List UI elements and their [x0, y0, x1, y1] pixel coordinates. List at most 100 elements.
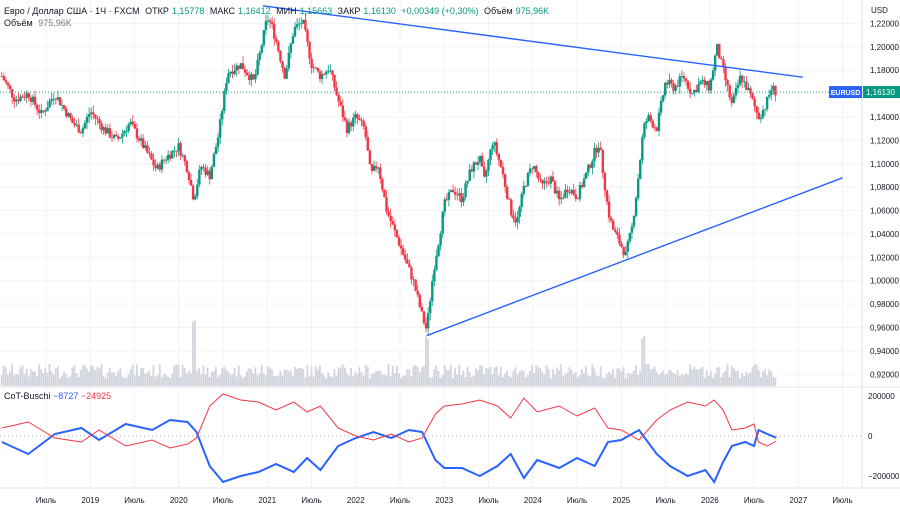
candle-body	[655, 127, 659, 131]
candle-body	[668, 79, 671, 85]
volume-bar	[479, 365, 481, 386]
volume-bar	[233, 367, 236, 386]
volume-bar	[481, 366, 483, 386]
candle-body	[162, 159, 166, 161]
candle-body	[125, 130, 128, 132]
candle-body	[676, 85, 679, 87]
volume-bar	[707, 375, 710, 386]
volume-bar	[346, 373, 348, 386]
volume-bar	[183, 368, 186, 386]
volume-bar	[381, 374, 384, 386]
candle-body	[551, 176, 555, 182]
candle-body	[243, 69, 247, 73]
cot-tick-label: 0	[868, 432, 873, 441]
volume-bar	[86, 368, 88, 386]
time-tick-label: Июль	[478, 496, 498, 505]
trendline-layer[interactable]	[262, 5, 843, 337]
candle-body	[545, 181, 548, 183]
candle-body	[320, 73, 324, 80]
candle-body	[173, 150, 176, 152]
candle-body	[104, 127, 107, 134]
candle-body	[489, 149, 492, 161]
volume-bar	[129, 369, 132, 386]
volume-legend-value: 975,96K	[38, 18, 72, 28]
volume-bar	[296, 368, 298, 386]
candle-body	[568, 192, 571, 194]
volume-bar	[443, 365, 446, 386]
candle-body	[505, 186, 509, 199]
candle-body	[730, 97, 733, 103]
candle-body	[212, 154, 216, 167]
candle-body	[110, 137, 114, 139]
volume-bar	[181, 364, 184, 386]
candle-body	[614, 229, 617, 232]
candle-body	[528, 168, 532, 173]
candle-body	[466, 180, 469, 184]
volume-bar	[583, 373, 585, 386]
volume-bar	[768, 369, 771, 386]
volume-bar	[156, 374, 159, 386]
candle-body	[27, 93, 31, 98]
volume-bar	[117, 370, 120, 386]
volume-bar	[56, 366, 59, 386]
volume-bar	[316, 369, 319, 386]
volume-bar	[695, 369, 698, 386]
volume-bar	[703, 377, 706, 386]
candle-body	[562, 197, 565, 199]
volume-bar	[254, 367, 257, 386]
candle-body	[709, 79, 713, 91]
candle-body	[349, 122, 353, 127]
volume-bar	[420, 367, 423, 386]
candle-body	[193, 196, 197, 200]
price-tick-label: 1,04000	[870, 230, 899, 239]
candle-body	[189, 180, 193, 186]
candle-body	[19, 96, 22, 102]
candle-body	[757, 112, 761, 119]
candle-body	[302, 19, 305, 24]
candle-body	[445, 199, 449, 201]
candle-body	[131, 121, 134, 124]
candle-body	[339, 101, 342, 106]
candle-body	[144, 145, 147, 148]
candle-body	[4, 80, 8, 83]
candle-body	[670, 79, 673, 84]
volume-bar	[25, 368, 28, 386]
candle-body	[453, 191, 457, 195]
volume-bar	[312, 376, 315, 386]
volume-bar	[125, 377, 128, 386]
candle-body	[343, 117, 347, 121]
volume-bar	[630, 373, 633, 386]
volume-bar	[256, 375, 259, 386]
volume-bar	[356, 373, 359, 386]
volume-bar	[612, 368, 615, 386]
trendline	[426, 177, 843, 337]
price-tick-label: 1,00000	[870, 277, 899, 286]
candle-body	[693, 89, 696, 93]
volume-bar	[221, 368, 224, 386]
candle-body	[306, 30, 309, 42]
volume-bar	[477, 370, 479, 386]
candle-body	[112, 134, 116, 138]
volume-bar	[9, 371, 11, 386]
candle-body	[724, 67, 727, 81]
candle-body	[470, 169, 473, 172]
candle-body	[684, 78, 688, 82]
volume-bar	[506, 370, 508, 386]
candle-body	[722, 59, 725, 68]
volume-bar	[749, 372, 752, 386]
candle-body	[499, 159, 503, 167]
candle-body	[408, 263, 411, 268]
volume-bar	[206, 367, 209, 386]
volume-bar	[539, 367, 542, 386]
candle-body	[416, 290, 419, 295]
volume-bar	[687, 374, 689, 386]
candle-body	[530, 168, 534, 170]
candle-body	[647, 115, 650, 121]
price-tick-label: 1,14000	[870, 113, 899, 122]
time-tick-label: Июль	[655, 496, 675, 505]
candle-body	[73, 122, 76, 126]
volume-bar	[100, 364, 103, 386]
